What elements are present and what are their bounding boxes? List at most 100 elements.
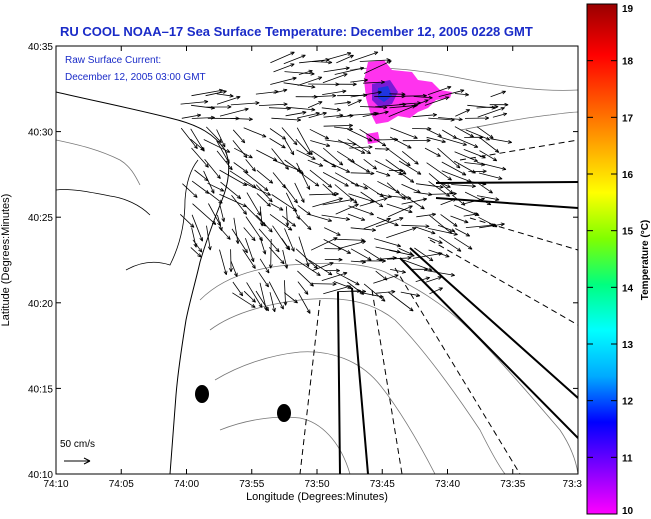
current-vector-arrow: [336, 54, 354, 64]
current-vector-arrow: [363, 217, 391, 230]
current-vector-arrow: [307, 101, 323, 109]
current-vector-arrow: [192, 239, 203, 253]
current-vector-arrow: [255, 184, 273, 203]
y-tick-label: 40:35: [28, 42, 53, 53]
current-vector-arrow: [398, 247, 414, 255]
current-vector-arrow: [347, 138, 371, 155]
current-vector-arrow: [208, 192, 223, 204]
current-vector-arrow: [285, 206, 290, 227]
current-vector-arrow: [297, 205, 311, 216]
current-vector-arrow: [285, 110, 307, 117]
current-vector-arrow: [464, 197, 485, 205]
current-vector-arrow: [468, 169, 487, 174]
current-vector-arrow: [376, 289, 396, 294]
current-vector-arrow: [390, 269, 407, 274]
current-vector-arrow: [359, 197, 388, 207]
current-vector-arrow: [297, 111, 320, 119]
current-vector-arrow: [272, 172, 287, 189]
current-vector-arrow: [309, 214, 333, 222]
current-vector-arrow: [296, 162, 311, 190]
current-vector-arrow: [218, 226, 231, 240]
current-vector-arrow: [386, 227, 417, 239]
current-vector-arrow: [270, 76, 297, 85]
depth-contour: [56, 139, 141, 186]
current-vector-arrow: [388, 105, 416, 117]
current-vector-arrow: [244, 182, 271, 196]
current-vector-arrow: [437, 147, 461, 169]
current-vector-arrow: [441, 161, 467, 176]
current-vector-arrow: [323, 123, 353, 128]
current-vector-arrow: [426, 162, 452, 181]
current-vector-arrow: [324, 268, 340, 273]
current-vector-arrow: [350, 171, 375, 176]
y-tick-label: 40:30: [28, 128, 53, 139]
current-vector-arrow: [191, 115, 215, 120]
current-vector-arrow: [374, 160, 403, 176]
colorbar-tick-label: 13: [622, 340, 634, 351]
current-vector-arrow: [259, 206, 264, 227]
current-vector-arrow: [284, 139, 295, 156]
current-vector-arrow: [271, 148, 289, 170]
current-vector-arrow: [333, 238, 365, 243]
shipping-lane: [399, 247, 578, 439]
current-vector-arrow: [478, 172, 503, 180]
current-vector-arrow: [477, 107, 505, 118]
current-vector-arrow: [451, 184, 476, 188]
current-vector-arrow: [243, 127, 267, 138]
sst-patch: [364, 60, 452, 144]
current-vector-arrow: [245, 159, 256, 172]
current-vector-arrow: [269, 213, 293, 231]
shipping-lane: [337, 287, 369, 474]
current-vector-arrow: [428, 228, 458, 236]
current-vector-arrow: [233, 217, 240, 245]
colorbar-tick-label: 14: [622, 283, 634, 294]
depth-contour: [199, 262, 578, 474]
current-vector-arrow: [441, 129, 458, 139]
current-vector-arrow: [477, 162, 507, 171]
current-vector-arrow: [322, 172, 349, 187]
current-vector-arrow: [437, 181, 451, 188]
depth-contour: [214, 351, 436, 474]
current-vector-arrow: [479, 150, 498, 162]
current-vector-arrow: [268, 281, 284, 310]
current-vector-arrow: [246, 192, 261, 216]
current-vector-arrow: [284, 71, 315, 76]
current-vector-arrow: [322, 147, 344, 166]
shipping-lane: [435, 181, 578, 209]
current-vector-arrow: [295, 248, 318, 269]
current-vector-arrow: [256, 169, 274, 184]
current-vector-arrow: [415, 183, 444, 189]
current-vector-arrow: [219, 107, 249, 117]
current-vector-arrow: [205, 90, 227, 97]
current-vector-arrow: [219, 193, 247, 207]
current-vector-arrow: [271, 117, 302, 122]
scale-label: 50 cm/s: [60, 439, 95, 450]
colorbar-tick-label: 11: [622, 453, 633, 464]
current-vector-arrow: [347, 213, 366, 221]
current-vector-arrow: [464, 191, 492, 206]
current-vector-arrow: [413, 95, 433, 100]
y-tick-label: 40:10: [28, 470, 53, 481]
current-vector-arrow: [454, 92, 469, 97]
current-vector-arrow: [298, 69, 313, 75]
current-vector-arrow: [296, 149, 316, 160]
current-vector-arrow: [425, 270, 456, 277]
current-vector-arrow: [323, 285, 351, 295]
colorbar-tick-label: 16: [622, 170, 634, 181]
current-vector-arrow: [232, 292, 256, 308]
current-vector-arrow: [385, 159, 407, 175]
x-tick-label: 73:3: [563, 479, 583, 490]
current-vector-arrow: [243, 227, 256, 242]
current-vector-arrow: [232, 281, 244, 297]
current-vector-arrow: [180, 214, 195, 228]
current-vector-arrow: [489, 102, 509, 107]
current-vector-arrow: [350, 90, 382, 98]
current-vector-arrow: [256, 193, 271, 207]
current-vector-arrow: [273, 63, 295, 73]
current-vector-arrow: [437, 224, 456, 233]
current-vector-arrow: [322, 73, 348, 84]
current-vector-arrow: [363, 283, 386, 302]
current-vector-arrow: [232, 129, 246, 144]
current-vector-arrow: [466, 180, 487, 186]
current-vector-arrow: [283, 184, 298, 204]
